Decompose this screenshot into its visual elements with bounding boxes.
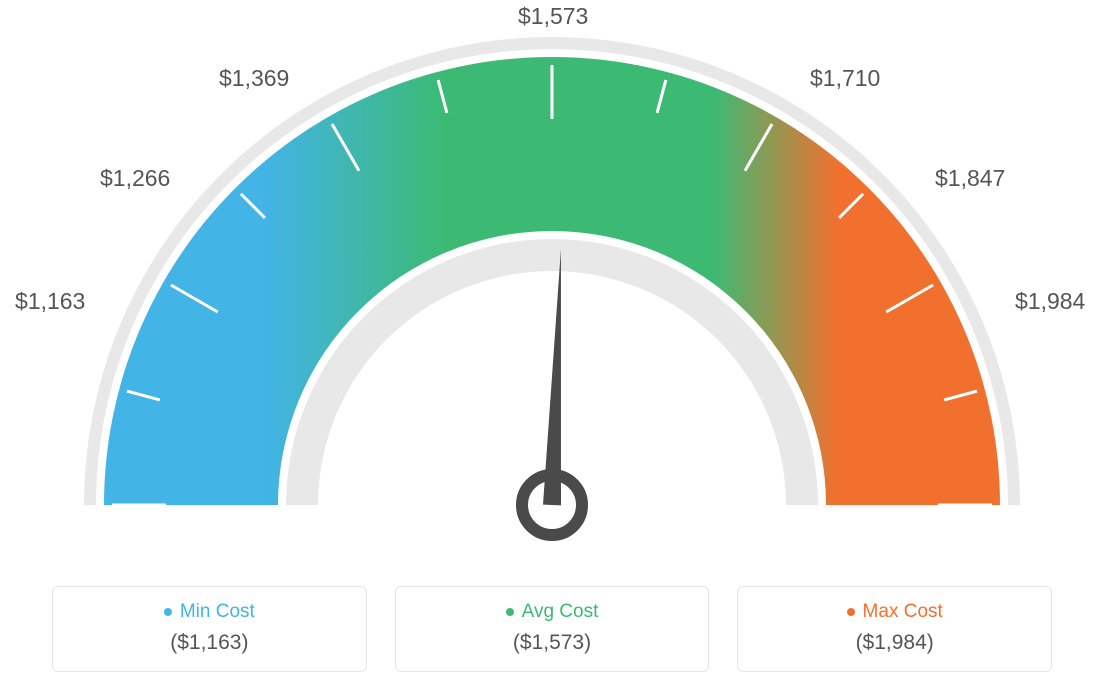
legend-avg-dot (506, 608, 514, 616)
legend-min-title-text: Min Cost (180, 601, 255, 623)
legend-avg-title-text: Avg Cost (522, 601, 599, 623)
legend-avg-box: Avg Cost ($1,573) (395, 586, 710, 672)
legend-min-dot (164, 608, 172, 616)
legend-min-box: Min Cost ($1,163) (52, 586, 367, 672)
legend-min-value: ($1,163) (53, 631, 366, 655)
legend-avg-value: ($1,573) (396, 631, 709, 655)
gauge-tick-label: $1,710 (810, 65, 880, 92)
gauge-chart-container: $1,163 $1,266 $1,369 $1,573 $1,710 $1,847 $1,9… (0, 0, 1104, 690)
gauge-tick-label: $1,163 (15, 288, 85, 315)
legend-min-title: Min Cost (164, 601, 255, 623)
legend-max-title: Max Cost (847, 601, 943, 623)
legend-avg-title: Avg Cost (506, 601, 599, 623)
gauge-svg (0, 0, 1104, 570)
gauge-tick-label: $1,847 (935, 165, 1005, 192)
legend-max-value: ($1,984) (738, 631, 1051, 655)
gauge-tick-label: $1,369 (219, 65, 289, 92)
gauge-tick-label: $1,573 (518, 3, 588, 30)
gauge-tick-label: $1,984 (1015, 288, 1085, 315)
legend-max-dot (847, 608, 855, 616)
legend-row: Min Cost ($1,163) Avg Cost ($1,573) Max … (52, 586, 1052, 672)
legend-max-box: Max Cost ($1,984) (737, 586, 1052, 672)
gauge-tick-label: $1,266 (100, 165, 170, 192)
legend-max-title-text: Max Cost (863, 601, 943, 623)
